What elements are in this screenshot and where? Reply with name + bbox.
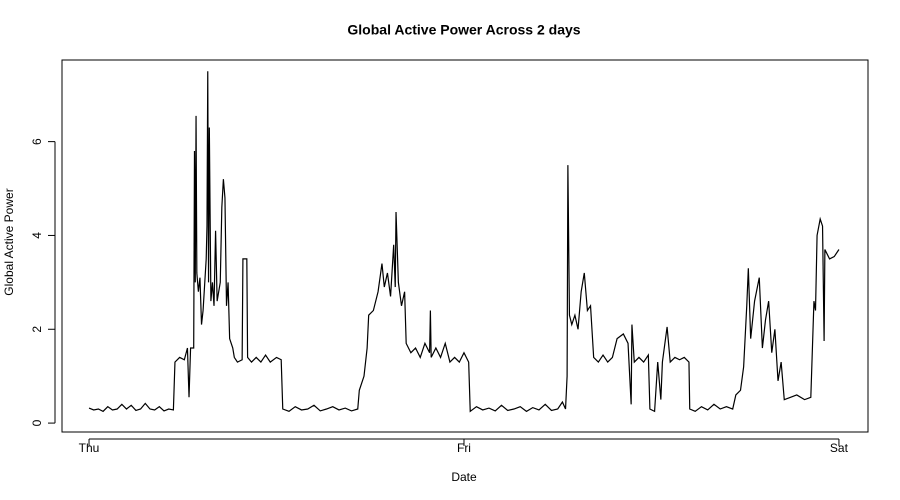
y-tick-label: 6 xyxy=(30,138,44,145)
x-tick-label: Sat xyxy=(830,441,849,455)
y-tick-label: 0 xyxy=(30,419,44,426)
x-axis-label: Date xyxy=(451,470,477,484)
data-line xyxy=(88,71,840,413)
y-tick-label: 4 xyxy=(30,232,44,239)
y-tick-label: 2 xyxy=(30,326,44,333)
x-tick-label: Thu xyxy=(79,441,100,455)
y-axis-label: Global Active Power xyxy=(2,188,16,295)
x-tick-label: Fri xyxy=(457,441,471,455)
plot-frame xyxy=(61,59,869,433)
chart-title: Global Active Power Across 2 days xyxy=(347,22,580,38)
